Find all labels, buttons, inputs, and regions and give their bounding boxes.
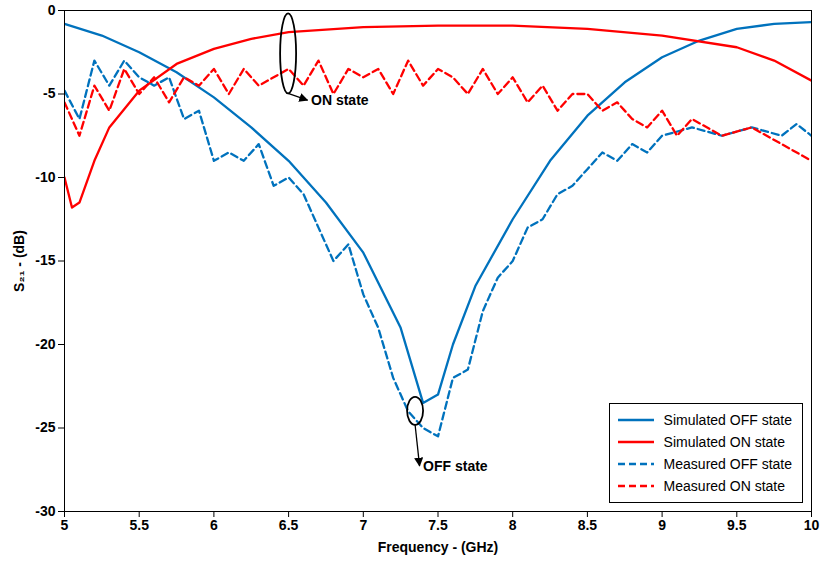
svg-text:0: 0 xyxy=(48,2,56,18)
svg-text:-30: -30 xyxy=(35,503,55,519)
svg-text:OFF state: OFF state xyxy=(423,458,488,474)
svg-text:6: 6 xyxy=(210,517,218,533)
html-text:Simulated OFF state: Simulated OFF state xyxy=(663,412,792,428)
svg-text:5: 5 xyxy=(61,517,69,533)
svg-text:-25: -25 xyxy=(35,419,55,435)
svg-text:Frequency - (GHz): Frequency - (GHz) xyxy=(378,539,499,555)
svg-text:9.5: 9.5 xyxy=(727,517,747,533)
svg-text:10: 10 xyxy=(804,517,820,533)
svg-text:8.5: 8.5 xyxy=(578,517,598,533)
svg-text:5.5: 5.5 xyxy=(129,517,149,533)
svg-text:8: 8 xyxy=(509,517,517,533)
svg-text:-10: -10 xyxy=(35,169,55,185)
html-text:Simulated ON state: Simulated ON state xyxy=(663,434,785,450)
svg-text:S₂₁ - (dB): S₂₁ - (dB) xyxy=(11,230,27,292)
svg-text:7.5: 7.5 xyxy=(428,517,448,533)
svg-text:-15: -15 xyxy=(35,252,55,268)
html-text:Measured ON state: Measured ON state xyxy=(663,478,785,494)
html-text:Measured OFF state: Measured OFF state xyxy=(663,456,792,472)
svg-text:-20: -20 xyxy=(35,336,55,352)
svg-text:ON state: ON state xyxy=(311,92,369,108)
svg-text:-5: -5 xyxy=(43,85,56,101)
svg-text:6.5: 6.5 xyxy=(279,517,299,533)
svg-text:7: 7 xyxy=(359,517,367,533)
svg-text:9: 9 xyxy=(658,517,666,533)
